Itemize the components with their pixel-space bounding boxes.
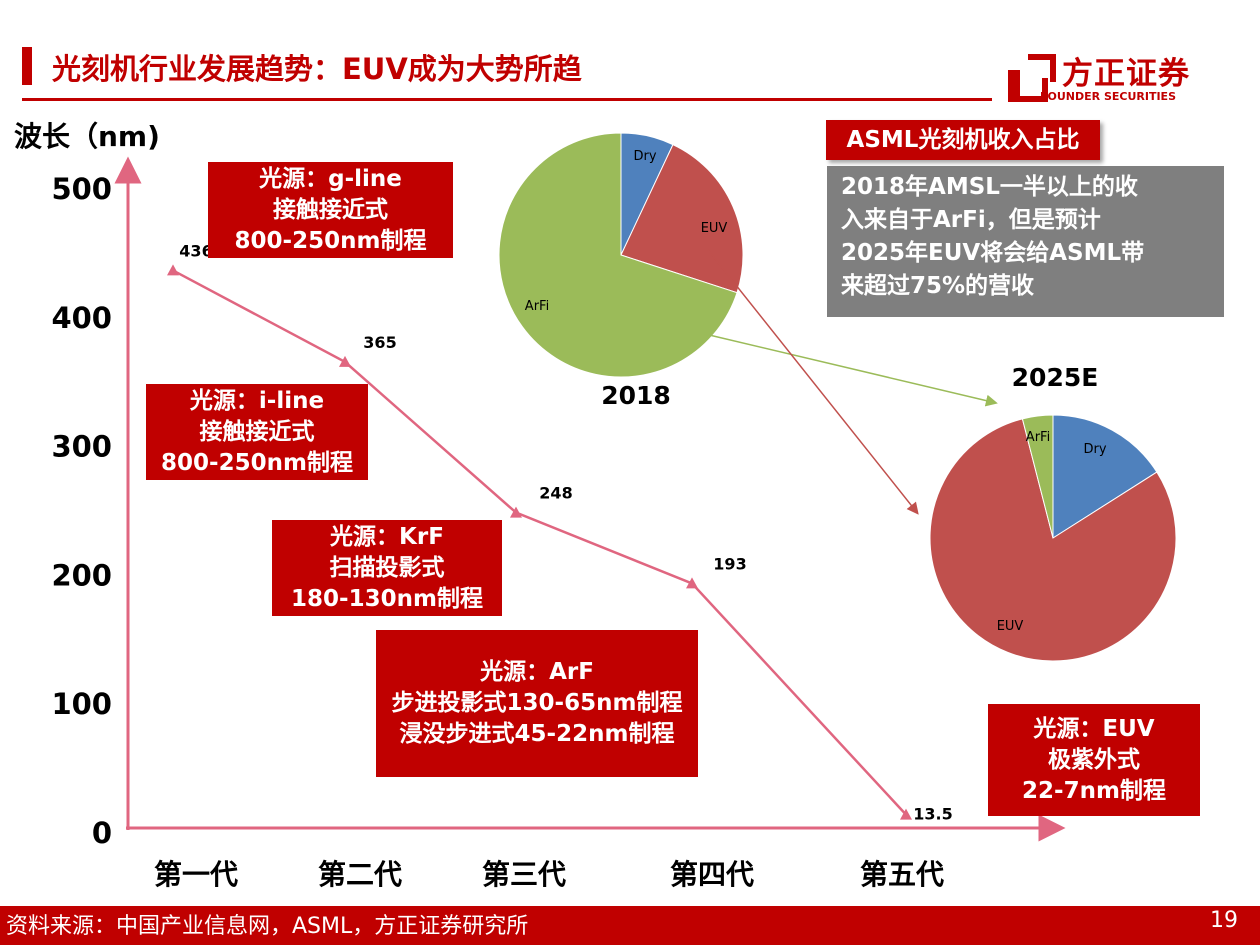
data-label: 436 bbox=[179, 241, 212, 260]
annotation-g-line-method: 接触接近式 bbox=[273, 196, 388, 223]
data-label: 248 bbox=[539, 484, 572, 503]
title-accent-bar bbox=[22, 47, 32, 85]
annotation-arf: 光源：ArF 步进投影式130-65nm制程 浸没步进式45-22nm制程 bbox=[376, 630, 698, 777]
annotation-krf-method: 扫描投影式 bbox=[329, 554, 445, 581]
page-number: 19 bbox=[1210, 908, 1238, 933]
y-tick-label: 0 bbox=[92, 816, 112, 850]
annotation-euv: 光源：EUV 极紫外式 22-7nm制程 bbox=[988, 704, 1200, 816]
data-label: 193 bbox=[713, 554, 746, 573]
annotation-krf: 光源：KrF 扫描投影式 180-130nm制程 bbox=[272, 520, 502, 616]
pie-2025-label-arfi: ArFi bbox=[1026, 430, 1050, 445]
arfi-shift-arrow bbox=[704, 333, 998, 407]
pie-2025-slice-arfi bbox=[1021, 414, 1054, 539]
data-label: 365 bbox=[363, 333, 396, 352]
data-point-marker bbox=[900, 808, 912, 820]
logo-text-cn: 方正证券 bbox=[1062, 56, 1190, 92]
asml-note-line-1: 2018年AMSL一半以上的收 bbox=[841, 174, 1138, 200]
x-category-label: 第二代 bbox=[318, 858, 402, 891]
y-tick-label: 300 bbox=[51, 430, 112, 464]
annotation-i-line: 光源：i-line 接触接近式 800-250nm制程 bbox=[146, 384, 368, 480]
asml-note-line-4: 来超过75%的营收 bbox=[841, 273, 1035, 299]
annotation-g-line-process: 800-250nm制程 bbox=[234, 227, 427, 254]
annotation-i-line-source: 光源：i-line bbox=[189, 387, 325, 414]
asml-note-box: 2018年AMSL一半以上的收 入来自于ArFi，但是预计 2025年EUV将会… bbox=[827, 166, 1224, 317]
asml-note-line-2: 入来自于ArFi，但是预计 bbox=[841, 207, 1101, 233]
annotation-g-line: 光源：g-line 接触接近式 800-250nm制程 bbox=[208, 162, 453, 258]
asml-note-line-3: 2025年EUV将会给ASML带 bbox=[841, 240, 1145, 266]
pie-2018-label-dry: Dry bbox=[633, 149, 656, 164]
asml-revenue-label: ASML光刻机收入占比 bbox=[826, 120, 1100, 160]
annotation-euv-process: 22-7nm制程 bbox=[1022, 777, 1166, 804]
pie-2018-label-arfi: ArFi bbox=[525, 299, 549, 314]
annotation-arf-step: 步进投影式130-65nm制程 bbox=[391, 690, 683, 716]
y-tick-label: 100 bbox=[51, 687, 112, 721]
annotation-arf-immersion: 浸没步进式45-22nm制程 bbox=[399, 721, 675, 747]
x-category-label: 第三代 bbox=[482, 858, 566, 891]
x-category-label: 第五代 bbox=[860, 858, 944, 891]
annotation-krf-process: 180-130nm制程 bbox=[291, 585, 483, 612]
y-tick-label: 200 bbox=[51, 558, 112, 592]
annotation-euv-method: 极紫外式 bbox=[1048, 746, 1140, 773]
source-note: 资料来源：中国产业信息网，ASML，方正证券研究所 bbox=[6, 914, 529, 939]
pie-2018-slice-arfi bbox=[498, 132, 738, 378]
annotation-i-line-process: 800-250nm制程 bbox=[161, 449, 353, 476]
data-label: 13.5 bbox=[913, 805, 952, 824]
annotation-arf-source: 光源：ArF bbox=[480, 659, 594, 685]
pie-2025-label-euv: EUV bbox=[997, 619, 1024, 634]
annotation-g-line-source: 光源：g-line bbox=[259, 165, 402, 192]
x-category-label: 第一代 bbox=[154, 858, 238, 891]
pie-2025-slice-euv bbox=[929, 418, 1177, 662]
annotation-euv-source: 光源：EUV bbox=[1033, 715, 1155, 742]
pie-2018-title: 2018 bbox=[601, 381, 671, 410]
pie-2025-title: 2025E bbox=[1012, 363, 1099, 392]
footer-bar bbox=[0, 906, 1260, 945]
pie-2018-label-euv: EUV bbox=[701, 221, 728, 236]
annotation-krf-source: 光源：KrF bbox=[330, 523, 444, 550]
data-point-marker bbox=[510, 506, 522, 518]
x-category-label: 第四代 bbox=[670, 858, 754, 891]
logo-text-en: FOUNDER SECURITIES bbox=[1040, 90, 1176, 103]
page-title: 光刻机行业发展趋势：EUV成为大势所趋 bbox=[52, 52, 582, 86]
euv-shift-arrow bbox=[707, 249, 919, 515]
data-point-marker bbox=[339, 355, 351, 367]
data-point-marker bbox=[686, 577, 698, 589]
y-tick-label: 400 bbox=[51, 301, 112, 335]
pie-2025-slice-dry bbox=[1052, 414, 1158, 539]
pie-2025-label-dry: Dry bbox=[1083, 442, 1106, 457]
annotation-i-line-method: 接触接近式 bbox=[199, 418, 315, 445]
y-axis-title: 波长（nm) bbox=[14, 120, 160, 153]
title-underline bbox=[22, 98, 992, 101]
data-point-marker bbox=[167, 264, 179, 276]
y-tick-label: 500 bbox=[51, 172, 112, 206]
logo-mark-icon bbox=[1008, 54, 1056, 102]
